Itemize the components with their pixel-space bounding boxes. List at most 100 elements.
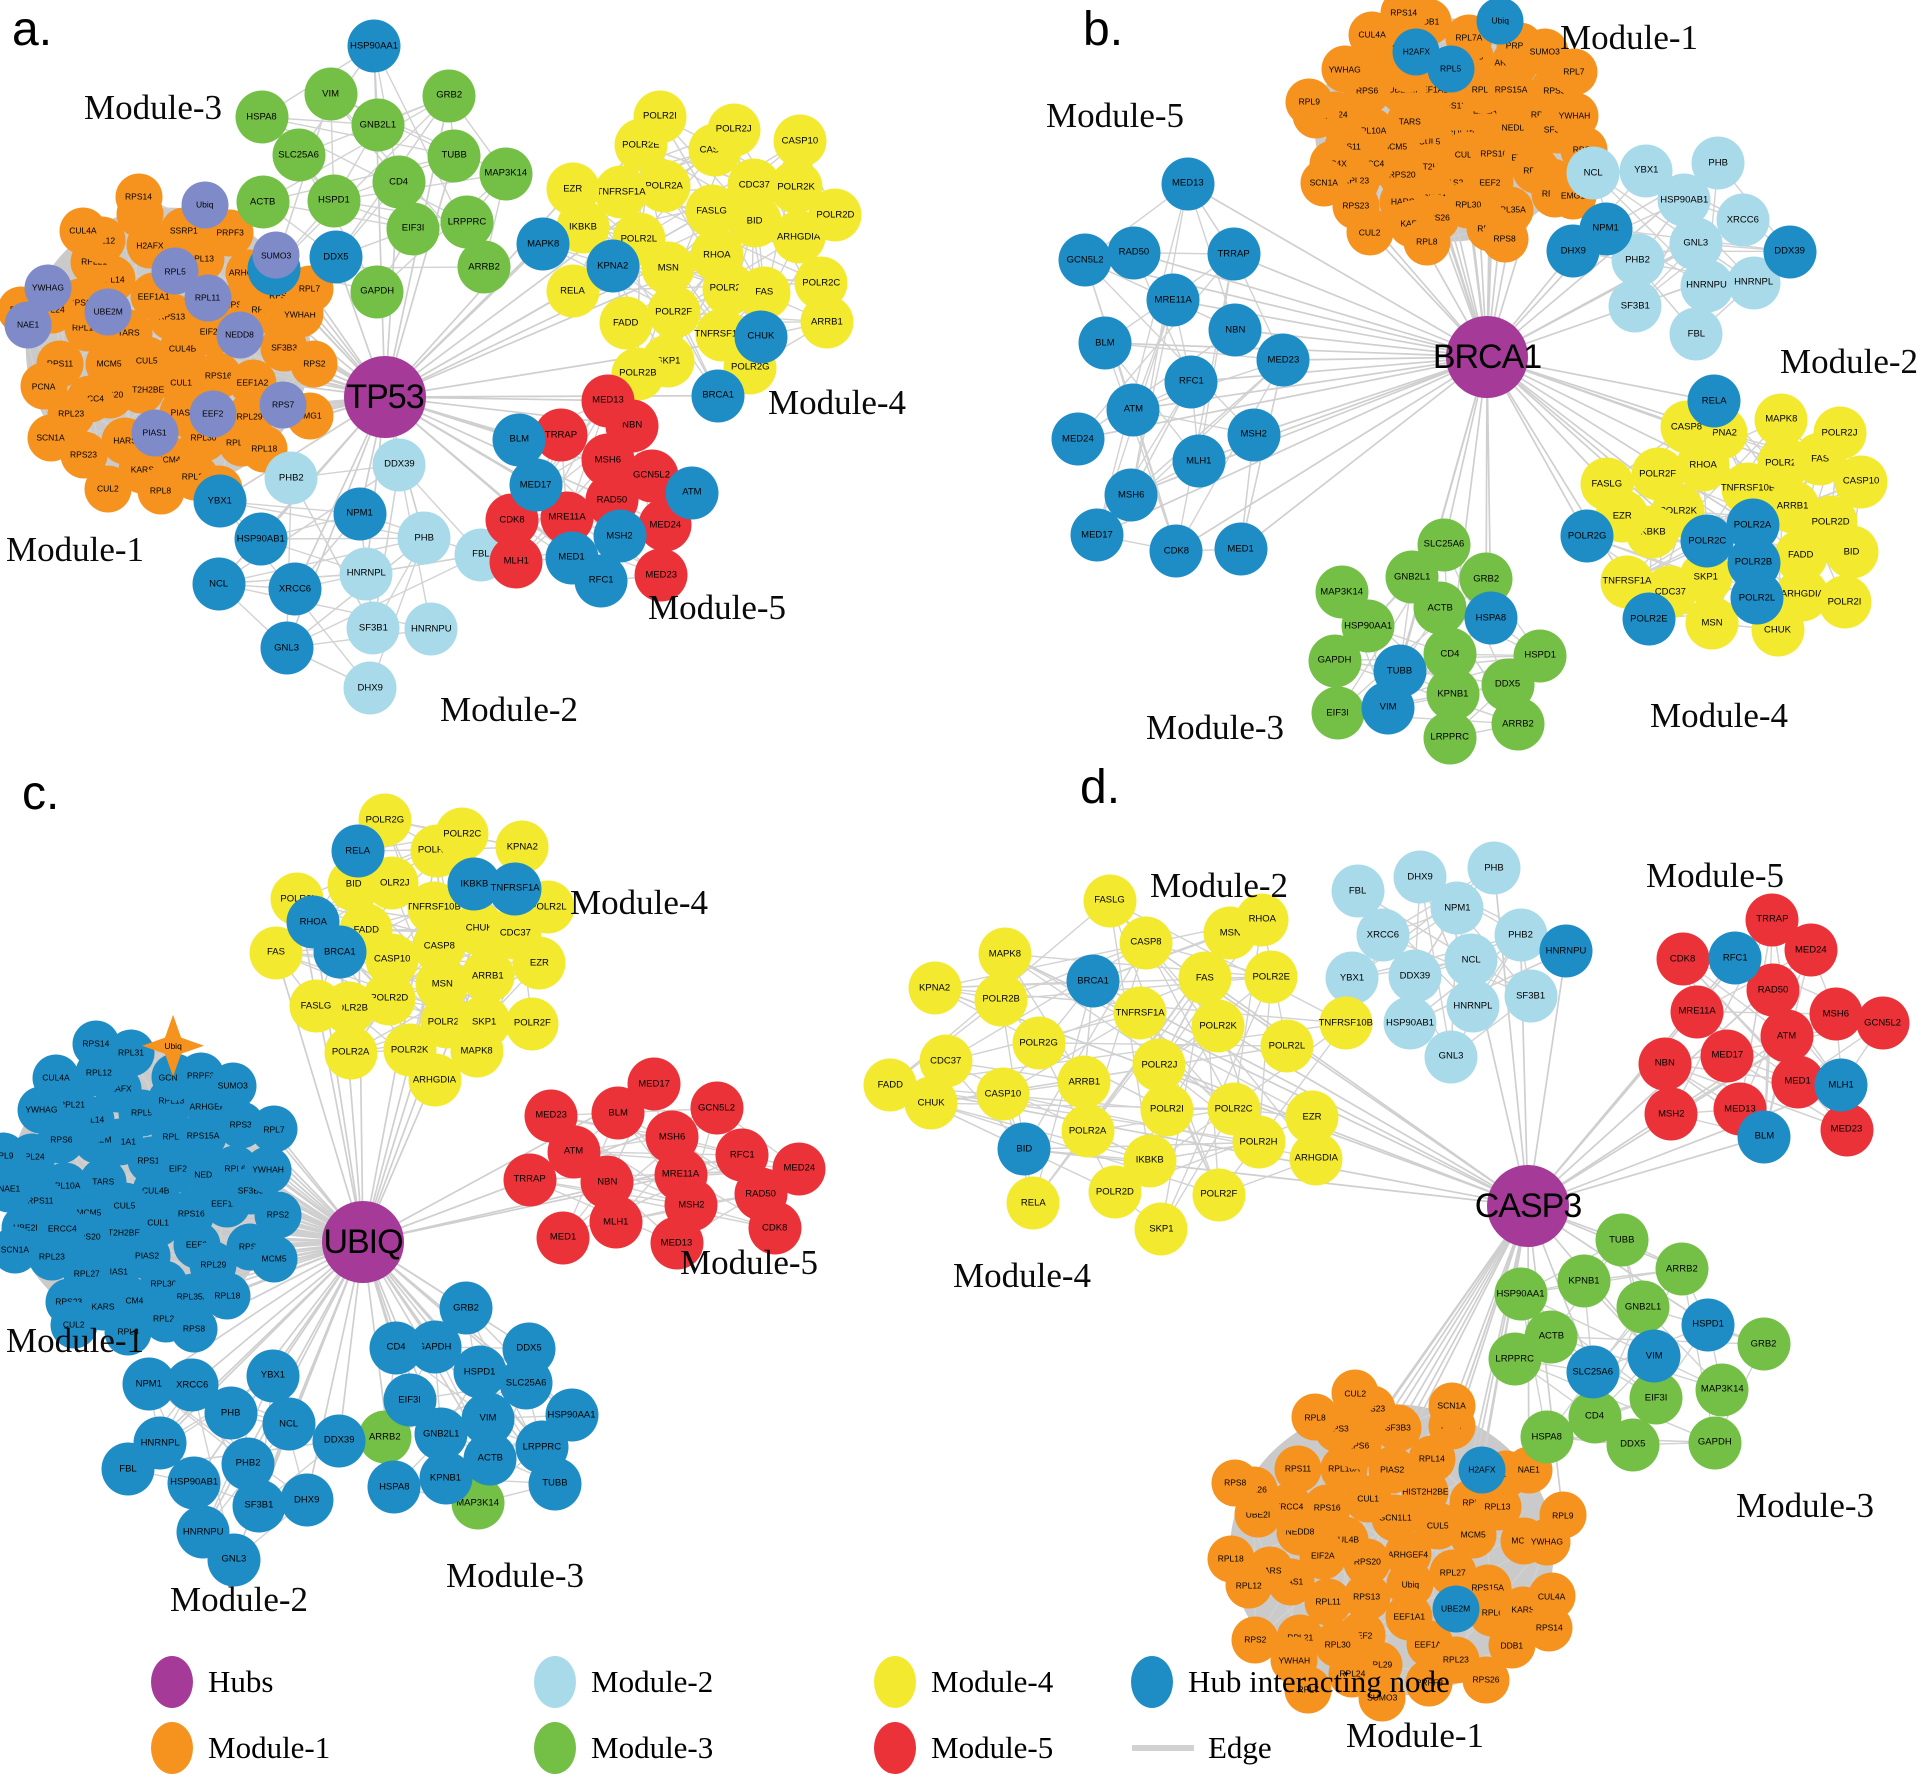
network-node-DHX9: DHX9 [1393, 850, 1447, 904]
network-node-RFC1: RFC1 [574, 554, 628, 608]
network-node-PHB: PHB [1691, 136, 1745, 190]
network-node-EZR: EZR [546, 162, 600, 216]
intra-module-edge [1351, 934, 1521, 979]
network-node-SCN1A: SCN1A [27, 414, 74, 462]
network-node-TRRAP: TRRAP [503, 1153, 557, 1207]
network-node-POLR2D: POLR2D [1088, 1165, 1142, 1219]
network-node-SUMO3: SUMO3 [1358, 1674, 1406, 1722]
hub-spoke-edge [1240, 356, 1488, 550]
network-node-DHX9: DHX9 [1546, 224, 1600, 278]
network-node-RPL8: RPL8 [1291, 1393, 1339, 1441]
network-node-TUBB: TUBB [1595, 1213, 1649, 1267]
network-node-SUMO3: SUMO3 [252, 231, 300, 279]
network-node-MED17: MED17 [1070, 508, 1124, 562]
network-node-RHOA: RHOA [1235, 893, 1289, 946]
legend-label-interactor: Hub interacting node [1188, 1664, 1450, 1699]
network-node-MSH2: MSH2 [593, 509, 646, 563]
hub-node-BRCA1: BRCA1 [1433, 316, 1542, 398]
network-node-POLR2G: POLR2G [1012, 1016, 1066, 1070]
legend-label-module4: Module-4 [931, 1664, 1054, 1699]
network-node-CUL2: CUL2 [50, 1301, 98, 1349]
network-node-ACTB: ACTB [463, 1432, 517, 1486]
network-node-DDX39: DDX39 [372, 438, 426, 492]
module-label-a-m5: Module-5 [648, 588, 787, 627]
network-node-BLM: BLM [492, 413, 546, 467]
hub-spoke-edge [1024, 1148, 1529, 1207]
module-label-a-m1: Module-1 [6, 530, 145, 569]
network-node-PCNA: PCNA [20, 362, 68, 410]
network-node-POLR2D: POLR2D [808, 188, 862, 242]
intra-module-edge [286, 553, 482, 649]
network-node-FBL: FBL [101, 1442, 155, 1496]
network-node-CASP10: CASP10 [1834, 455, 1888, 509]
network-node-KPNA2: KPNA2 [586, 239, 640, 293]
legend-swatch-hub [151, 1656, 193, 1708]
network-node-DDX39: DDX39 [1388, 949, 1442, 1003]
network-node-POLR2A: POLR2A [1061, 1104, 1115, 1158]
network-node-VIM: VIM [304, 67, 358, 121]
intra-module-edge [1198, 254, 1235, 462]
network-node-VIM: VIM [1361, 681, 1415, 735]
network-node-YBX1: YBX1 [193, 474, 247, 528]
network-node-PHB: PHB [1467, 841, 1521, 895]
network-node-MCM5: MCM5 [250, 1235, 298, 1283]
network-node-FASLG: FASLG [289, 979, 343, 1033]
network-node-UBE2M: UBE2M [84, 288, 132, 336]
network-node-PIAS1: PIAS1 [131, 409, 179, 457]
module-label-b-m5: Module-5 [1046, 96, 1185, 135]
network-node-ARHGDIA: ARHGDIA [1289, 1132, 1343, 1185]
network-node-ARRB2: ARRB2 [457, 240, 511, 294]
network-node-PHB: PHB [397, 511, 451, 565]
network-node-CD4: CD4 [372, 155, 426, 209]
network-node-TRRAP: TRRAP [1745, 893, 1799, 947]
network-node-RPL7: RPL7 [250, 1105, 298, 1153]
module-label-d-m2: Module-2 [1150, 866, 1289, 905]
network-node-MED23: MED23 [524, 1089, 578, 1143]
network-node-MSN: MSN [1685, 596, 1739, 650]
network-node-NPM1: NPM1 [333, 487, 387, 541]
network-node-EIF3I: EIF3I [386, 202, 440, 255]
intra-module-edge [262, 154, 455, 203]
network-node-SKP1: SKP1 [1134, 1202, 1188, 1256]
legend-swatch-interactor [1131, 1656, 1173, 1708]
panel-letter-d: d. [1080, 761, 1121, 814]
hub-node-TP53: TP53 [344, 356, 426, 438]
network-node-RAD50: RAD50 [1107, 226, 1161, 280]
legend-swatch-module3 [534, 1722, 576, 1774]
intra-module-edge [376, 173, 507, 293]
network-node-CUL4A: CUL4A [32, 1054, 80, 1102]
intra-module-edge [1739, 919, 1774, 1110]
network-node-SLC25A6: SLC25A6 [272, 128, 326, 182]
network-node-SUMO3: SUMO3 [209, 1062, 257, 1110]
network-node-CASP10: CASP10 [976, 1067, 1030, 1121]
module-label-c-m1: Module-1 [6, 1321, 145, 1360]
network-node-YBX1: YBX1 [1325, 951, 1379, 1005]
intra-module-edge [262, 95, 450, 203]
network-node-POLR2L: POLR2L [1260, 1019, 1314, 1073]
intra-module-edge [1520, 1293, 1723, 1391]
network-node-FADD: FADD [863, 1058, 917, 1112]
intra-module-edge [290, 477, 375, 629]
network-node-MSH6: MSH6 [645, 1110, 699, 1164]
network-node-FASLG: FASLG [1083, 874, 1136, 927]
intra-module-edge [1130, 359, 1284, 496]
hub-spoke-edge [312, 921, 364, 1243]
network-node-HSP90AB1: HSP90AB1 [1383, 996, 1437, 1050]
network-node-MSH6: MSH6 [1809, 987, 1863, 1041]
network-node-Ubiq: Ubiq [181, 181, 229, 229]
network-node-NCL: NCL [192, 557, 246, 611]
network-node-HSPA8: HSPA8 [367, 1460, 421, 1514]
network-node-HSP90AB1: HSP90AB1 [167, 1456, 221, 1510]
network-node-MED1: MED1 [1771, 1055, 1825, 1109]
network-node-GNB2L1: GNB2L1 [351, 98, 405, 152]
network-node-HNRNPU: HNRNPU [1680, 259, 1733, 313]
network-node-CUL2: CUL2 [84, 465, 132, 513]
network-node-ATM: ATM [1106, 383, 1160, 437]
network-node-TNFRSF1A: TNFRSF1A [488, 862, 542, 916]
network-node-LRPPRC: LRPPRC [1488, 1332, 1542, 1386]
network-node-MED1: MED1 [536, 1211, 590, 1265]
network-node-GAPDH: GAPDH [1688, 1416, 1742, 1469]
network-node-HSPD1: HSPD1 [453, 1345, 507, 1399]
legend-label-module1: Module-1 [208, 1730, 331, 1765]
network-node-MLH1: MLH1 [1814, 1058, 1868, 1112]
